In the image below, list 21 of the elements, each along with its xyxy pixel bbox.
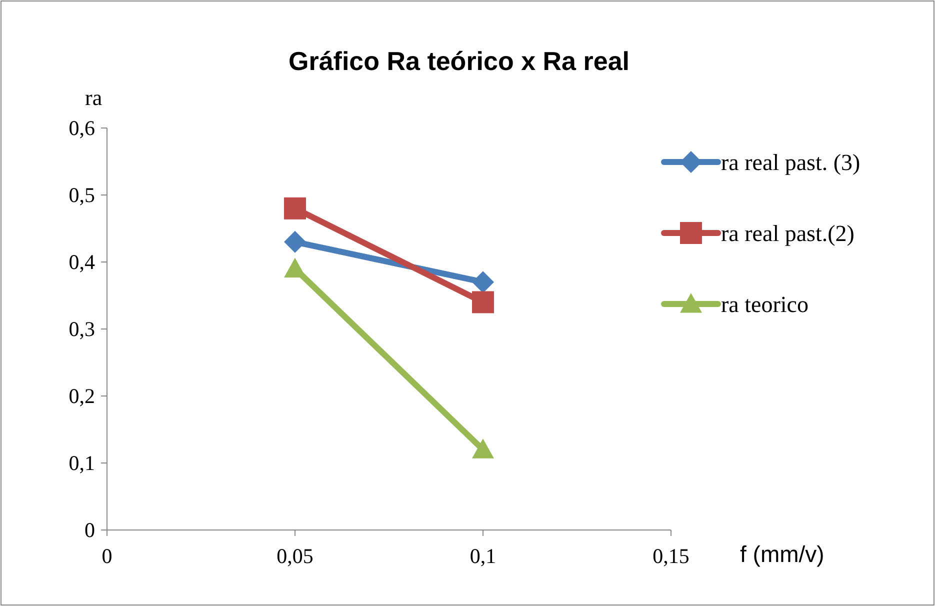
- y-tick-label: 0,4: [68, 250, 96, 274]
- point: [472, 271, 494, 294]
- y-axis-title: ra: [85, 85, 102, 110]
- legend-label: ra teorico: [721, 292, 808, 317]
- x-tick-label: 0,05: [276, 544, 314, 568]
- y-tick-label: 0: [84, 518, 95, 542]
- x-axis-title: f (mm/v): [740, 541, 824, 567]
- legend-label: ra real past. (3): [721, 150, 860, 175]
- y-tick-label: 0,6: [68, 116, 95, 140]
- point: [284, 230, 306, 253]
- chart-title: Gráfico Ra teórico x Ra real: [288, 46, 630, 76]
- legend-label: ra real past.(2): [721, 221, 854, 246]
- point: [284, 197, 306, 220]
- y-tick-label: 0,2: [68, 384, 95, 408]
- y-tick-label: 0,3: [68, 317, 95, 341]
- y-tick-label: 0,1: [68, 451, 95, 475]
- y-tick-label: 0,5: [68, 183, 95, 207]
- point: [472, 291, 494, 314]
- x-tick-label: 0,15: [652, 544, 690, 568]
- x-tick-label: 0,1: [470, 544, 496, 568]
- x-tick-label: 0: [102, 544, 112, 568]
